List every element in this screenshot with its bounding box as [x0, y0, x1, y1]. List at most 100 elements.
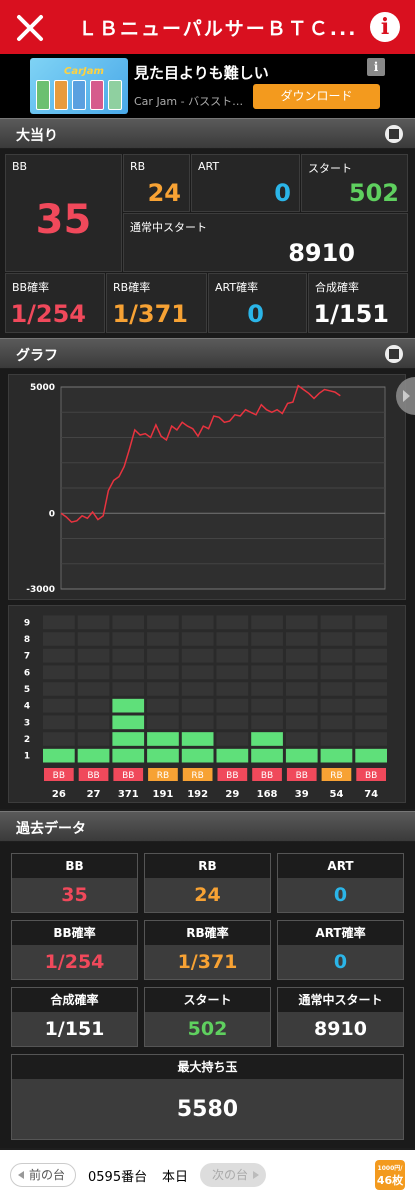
bar-type-badge	[356, 768, 386, 781]
past-max-balls-value: 5580	[176, 1096, 239, 1122]
grid-cell	[147, 715, 179, 730]
bar-segment	[112, 698, 145, 713]
rb-cell: RB 24	[123, 154, 190, 212]
bar-type-label: BB	[226, 771, 238, 781]
y-tick-label: 1	[24, 752, 30, 762]
bar-type-label: RB	[191, 771, 203, 781]
bar-type-label: RB	[157, 771, 169, 781]
past-normal-start-value: 8910	[314, 1018, 367, 1040]
graph-section-header: グラフ	[0, 338, 415, 368]
grid-cell	[43, 615, 75, 630]
rb-value: 24	[147, 179, 181, 207]
bb-value: 35	[35, 197, 92, 243]
y-tick-label: 6	[24, 668, 30, 678]
grid-cell	[77, 715, 110, 730]
grid-cell	[43, 698, 75, 713]
grid-cell	[112, 682, 145, 696]
grid-cell	[216, 632, 249, 646]
past-rb-rate-value: 1/371	[177, 951, 238, 973]
past-bb-value: 35	[61, 884, 88, 906]
past-combined-rate-cell: 合成確率 1/151	[11, 987, 138, 1047]
bar-segment	[112, 715, 145, 730]
prev-machine-button[interactable]: 前の台	[10, 1163, 76, 1187]
bar-type-badge	[182, 768, 213, 781]
bonus-bar-chart: 1 2 3 4 5 6 7 8 9 BB 26 BB 27 BB 371 RB 191 RB 192 BB 29 BB 16…	[8, 605, 406, 803]
bar-type-label: BB	[87, 771, 99, 781]
rate-badge[interactable]: 1000円/ 46枚	[375, 1160, 405, 1190]
past-art-rate-label: ART確率	[278, 921, 403, 945]
bar-type-label: BB	[122, 771, 134, 781]
past-normal-start-cell: 通常中スタート 8910	[277, 987, 404, 1047]
past-start-value: 502	[187, 1018, 228, 1040]
close-icon[interactable]	[14, 12, 46, 44]
grid-cell	[147, 648, 179, 663]
bar-type-badge	[148, 768, 178, 781]
today-label: 本日	[162, 1170, 189, 1185]
info-icon[interactable]: i	[370, 12, 400, 42]
grid-cell	[320, 698, 353, 713]
x-tick-label: 74	[364, 789, 378, 800]
rb-rate-value: 1/371	[112, 300, 188, 328]
art-value: 0	[274, 179, 291, 207]
bar-segment	[181, 732, 214, 746]
grid-cell	[77, 648, 110, 663]
grid-cell	[181, 665, 214, 680]
past-max-balls-label: 最大持ち玉	[12, 1055, 403, 1079]
combined-rate-cell: 合成確率 1/151	[308, 273, 408, 333]
grid-cell	[355, 698, 387, 713]
ad-title: 見た目よりも難しい	[134, 64, 269, 82]
bar-segment	[181, 748, 214, 763]
bar-segment	[77, 748, 110, 763]
grid-cell	[355, 715, 387, 730]
past-art-cell: ART 0	[277, 853, 404, 913]
y-tick-label: 2	[24, 735, 30, 745]
grid-cell	[216, 615, 249, 630]
bb-rate-cell: BB確率 1/254	[5, 273, 105, 333]
x-tick-label: 26	[52, 789, 66, 800]
combined-rate-value: 1/151	[313, 300, 389, 328]
x-tick-label: 168	[257, 789, 278, 800]
bb-rate-label: BB確率	[12, 281, 50, 294]
grid-cell	[43, 732, 75, 746]
ad-banner[interactable]: CarJam 見た目よりも難しい Car Jam - バススト… ダウンロード …	[0, 54, 415, 118]
grid-cell	[77, 698, 110, 713]
grid-cell	[181, 682, 214, 696]
grid-cell	[320, 732, 353, 746]
bar-type-label: BB	[365, 771, 377, 781]
chevron-right-icon[interactable]	[396, 377, 415, 415]
x-tick-label: 192	[187, 789, 208, 800]
y-tick-label: -3000	[26, 585, 55, 595]
grid-cell	[320, 715, 353, 730]
past-section-header: 過去データ	[0, 811, 415, 841]
past-art-label: ART	[278, 854, 403, 878]
bar-segment	[147, 732, 179, 746]
next-machine-button[interactable]: 次の台	[200, 1163, 266, 1187]
bb-cell: BB 35	[5, 154, 122, 272]
y-tick-label: 5	[24, 685, 30, 695]
grid-cell	[320, 648, 353, 663]
bar-segment	[285, 748, 318, 763]
grid-cell	[285, 665, 318, 680]
start-value: 502	[348, 179, 399, 207]
y-tick-label: 9	[24, 618, 30, 628]
y-tick-label: 8	[24, 635, 30, 645]
ad-app-image[interactable]: CarJam	[30, 58, 128, 114]
bar-type-label: BB	[296, 771, 308, 781]
ad-info-icon[interactable]: i	[367, 58, 385, 76]
series-line	[60, 384, 341, 523]
grid-cell	[112, 648, 145, 663]
rb-rate-label: RB確率	[113, 281, 151, 294]
grid-cell	[320, 615, 353, 630]
bar-segment	[320, 748, 353, 763]
ad-download-button[interactable]: ダウンロード	[253, 84, 380, 109]
grid-cell	[77, 615, 110, 630]
bar-type-badge	[252, 768, 282, 781]
start-label: スタート	[308, 162, 352, 175]
grid-cell	[216, 648, 249, 663]
grid-icon[interactable]	[385, 125, 403, 143]
page-title: ＬＢニューパルサーＢＴＣ...	[78, 18, 358, 40]
grid-cell	[320, 632, 353, 646]
bar-segment	[251, 732, 283, 746]
grid-cell	[251, 682, 283, 696]
grid-icon[interactable]	[385, 345, 403, 363]
